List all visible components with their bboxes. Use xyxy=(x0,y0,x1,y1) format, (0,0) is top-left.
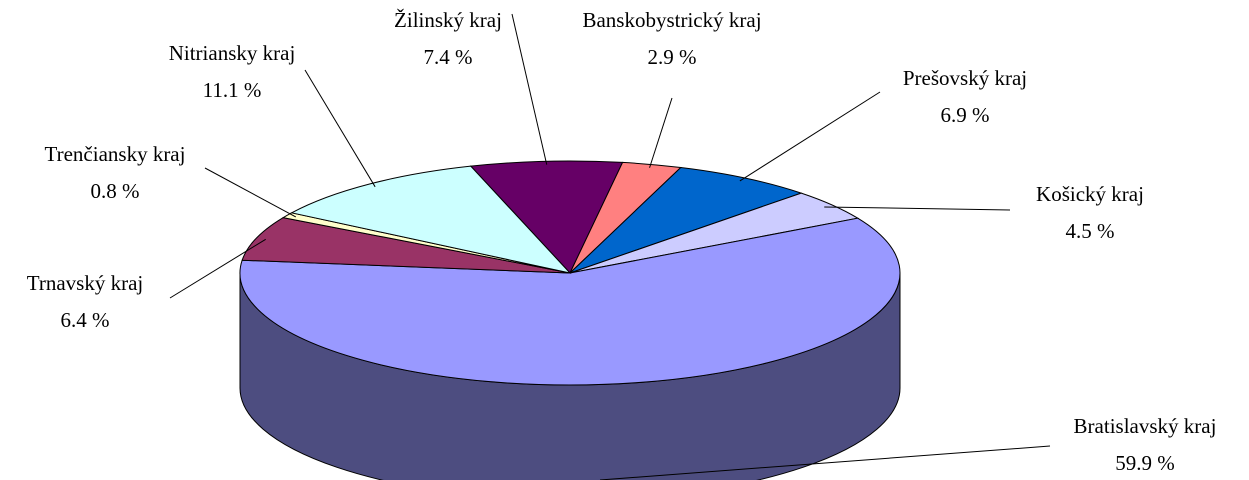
slice-value-label: 4.5 % xyxy=(1066,219,1115,243)
pie-slice xyxy=(241,217,571,274)
slice-label: Prešovský kraj xyxy=(903,66,1027,90)
slice-value-label: 7.4 % xyxy=(424,45,473,69)
slice-label: Bratislavský kraj xyxy=(1074,414,1217,438)
leader-line xyxy=(204,167,297,218)
slice-value-label: 11.1 % xyxy=(203,78,262,102)
leader-line xyxy=(169,238,266,299)
leader-line xyxy=(304,69,376,188)
slice-label: Nitriansky kraj xyxy=(169,41,296,65)
slice-value-label: 6.9 % xyxy=(941,103,990,127)
slice-value-label: 6.4 % xyxy=(61,308,110,332)
leader-line xyxy=(824,206,1011,211)
pie-slice xyxy=(290,165,572,274)
pie-slice xyxy=(239,217,901,386)
slice-label: Žilinský kraj xyxy=(394,8,502,32)
leader-line xyxy=(739,91,881,182)
leader-line xyxy=(511,13,548,165)
slice-label: Košický kraj xyxy=(1036,182,1144,206)
slice-label: Trnavský kraj xyxy=(27,271,143,295)
slice-value-label: 59.9 % xyxy=(1115,451,1175,475)
slice-label: Trenčiansky kraj xyxy=(45,142,186,166)
slice-value-label: 2.9 % xyxy=(648,45,697,69)
slice-value-label: 0.8 % xyxy=(91,179,140,203)
leader-line xyxy=(649,97,673,168)
leader-line xyxy=(599,445,1051,480)
slice-label: Banskobystrický kraj xyxy=(582,8,761,32)
